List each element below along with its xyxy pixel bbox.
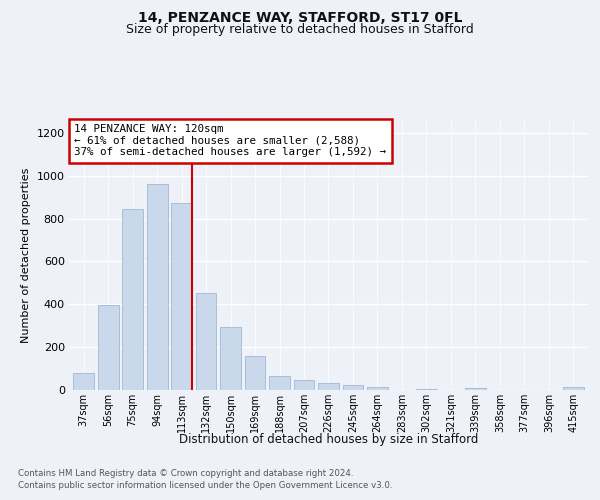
Bar	[98, 306, 119, 390]
Bar	[293, 380, 314, 390]
Bar	[73, 373, 94, 390]
Y-axis label: Number of detached properties: Number of detached properties	[21, 168, 31, 342]
Bar	[343, 386, 364, 390]
Bar	[245, 356, 265, 390]
Bar	[318, 383, 339, 390]
Bar	[171, 202, 192, 390]
Bar	[269, 376, 290, 390]
Text: Contains HM Land Registry data © Crown copyright and database right 2024.: Contains HM Land Registry data © Crown c…	[18, 469, 353, 478]
Text: Size of property relative to detached houses in Stafford: Size of property relative to detached ho…	[126, 22, 474, 36]
Text: 14 PENZANCE WAY: 120sqm
← 61% of detached houses are smaller (2,588)
37% of semi: 14 PENZANCE WAY: 120sqm ← 61% of detache…	[74, 124, 386, 157]
Bar	[563, 388, 584, 390]
Bar	[147, 184, 167, 390]
Bar	[465, 388, 486, 390]
Bar	[367, 387, 388, 390]
Text: Distribution of detached houses by size in Stafford: Distribution of detached houses by size …	[179, 432, 478, 446]
Bar	[220, 327, 241, 390]
Text: 14, PENZANCE WAY, STAFFORD, ST17 0FL: 14, PENZANCE WAY, STAFFORD, ST17 0FL	[138, 11, 462, 25]
Text: Contains public sector information licensed under the Open Government Licence v3: Contains public sector information licen…	[18, 481, 392, 490]
Bar	[122, 209, 143, 390]
Bar	[416, 389, 437, 390]
Bar	[196, 292, 217, 390]
